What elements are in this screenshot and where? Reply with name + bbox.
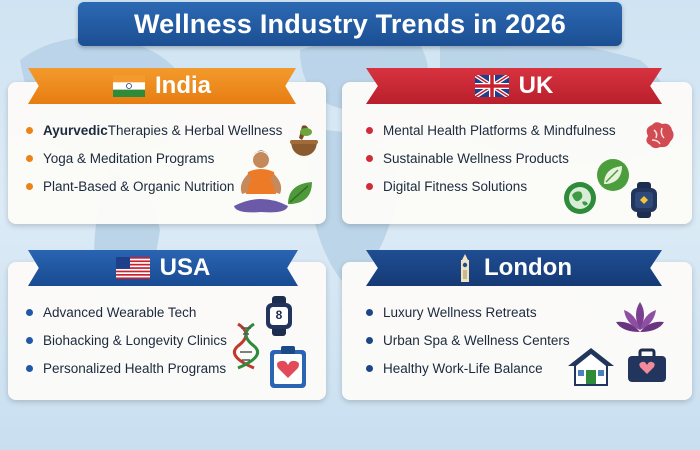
item-text: Therapies & Herbal Wellness	[107, 122, 283, 138]
bullet	[26, 154, 33, 162]
bullet	[366, 154, 373, 162]
bullet	[366, 182, 373, 190]
mortar-pestle-icon	[290, 125, 318, 156]
briefcase-heart-icon	[628, 348, 666, 382]
london-banner: London	[366, 250, 662, 286]
bullet	[26, 126, 33, 134]
india-card	[8, 82, 326, 224]
list-item: Personalized Health Programs	[26, 354, 227, 382]
bullet	[26, 308, 33, 316]
uk-label: UK	[518, 72, 554, 99]
uk-list: Mental Health Platforms & Mindfulness Su…	[366, 116, 616, 200]
item-text: Urban Spa & Wellness Centers	[383, 332, 570, 348]
dna-icon	[233, 322, 259, 370]
big-ben-icon	[461, 254, 470, 282]
item-text: Personalized Health Programs	[43, 360, 227, 376]
uk-banner: UK	[366, 68, 662, 104]
usa-flag-icon	[115, 257, 150, 279]
bullet	[26, 182, 33, 190]
list-item: Advanced Wearable Tech	[26, 298, 227, 326]
smartwatch-icon: 8	[264, 296, 294, 336]
brain-icon	[646, 122, 674, 149]
list-item: Yoga & Meditation Programs	[26, 144, 282, 172]
item-text: Plant-Based & Organic Nutrition	[43, 178, 235, 194]
watch-display: 8	[275, 308, 283, 322]
london-list: Luxury Wellness Retreats Urban Spa & Wel…	[366, 298, 570, 382]
bullet	[366, 364, 373, 372]
london-label: London	[484, 254, 572, 281]
item-text: Luxury Wellness Retreats	[383, 304, 537, 320]
item-keyword: Ayurvedic	[43, 122, 108, 138]
list-item: Plant-Based & Organic Nutrition	[26, 172, 282, 200]
list-item: Digital Fitness Solutions	[366, 172, 616, 200]
india-flag-icon	[112, 75, 145, 97]
list-item: Mental Health Platforms & Mindfulness	[366, 116, 616, 144]
list-item: Urban Spa & Wellness Centers	[366, 326, 570, 354]
item-text: Digital Fitness Solutions	[383, 178, 528, 194]
list-item: Ayurvedic Therapies & Herbal Wellness	[26, 116, 282, 144]
leaf-badge-icon	[597, 159, 629, 191]
item-text: Biohacking & Longevity Clinics	[43, 332, 227, 348]
usa-label: USA	[159, 254, 211, 281]
bullet	[366, 126, 373, 134]
smartwatch-shape	[266, 296, 292, 336]
uk-flag-icon	[474, 75, 509, 97]
item-text: Mental Health Platforms & Mindfulness	[383, 122, 616, 138]
meditating-person-icon	[234, 150, 288, 213]
lotus-icon	[616, 302, 664, 332]
item-text: Advanced Wearable Tech	[43, 304, 197, 320]
heart-clipboard-icon	[270, 346, 306, 388]
bullet	[26, 364, 33, 372]
list-item: Healthy Work-Life Balance	[366, 354, 570, 382]
bullet	[26, 336, 33, 344]
usa-list: Advanced Wearable Tech Biohacking & Long…	[26, 298, 227, 382]
list-item: Biohacking & Longevity Clinics	[26, 326, 227, 354]
eco-globe-icon	[564, 182, 596, 214]
smartwatch-icon	[631, 182, 657, 218]
india-list: Ayurvedic Therapies & Herbal Wellness Yo…	[26, 116, 282, 200]
list-item: Luxury Wellness Retreats	[366, 298, 570, 326]
leaf-icon	[288, 182, 312, 204]
item-text: Sustainable Wellness Products	[383, 150, 569, 166]
list-item: Sustainable Wellness Products	[366, 144, 616, 172]
india-label: India	[154, 72, 211, 99]
bullet	[366, 308, 373, 316]
item-text: Healthy Work-Life Balance	[383, 360, 543, 376]
item-text: Yoga & Meditation Programs	[43, 150, 215, 166]
usa-banner: USA	[28, 250, 298, 286]
page-title: Wellness Industry Trends in 2026	[133, 8, 567, 39]
title-banner: Wellness Industry Trends in 2026	[78, 2, 622, 46]
india-banner: India	[28, 68, 296, 104]
house-icon	[568, 348, 614, 386]
bullet	[366, 336, 373, 344]
